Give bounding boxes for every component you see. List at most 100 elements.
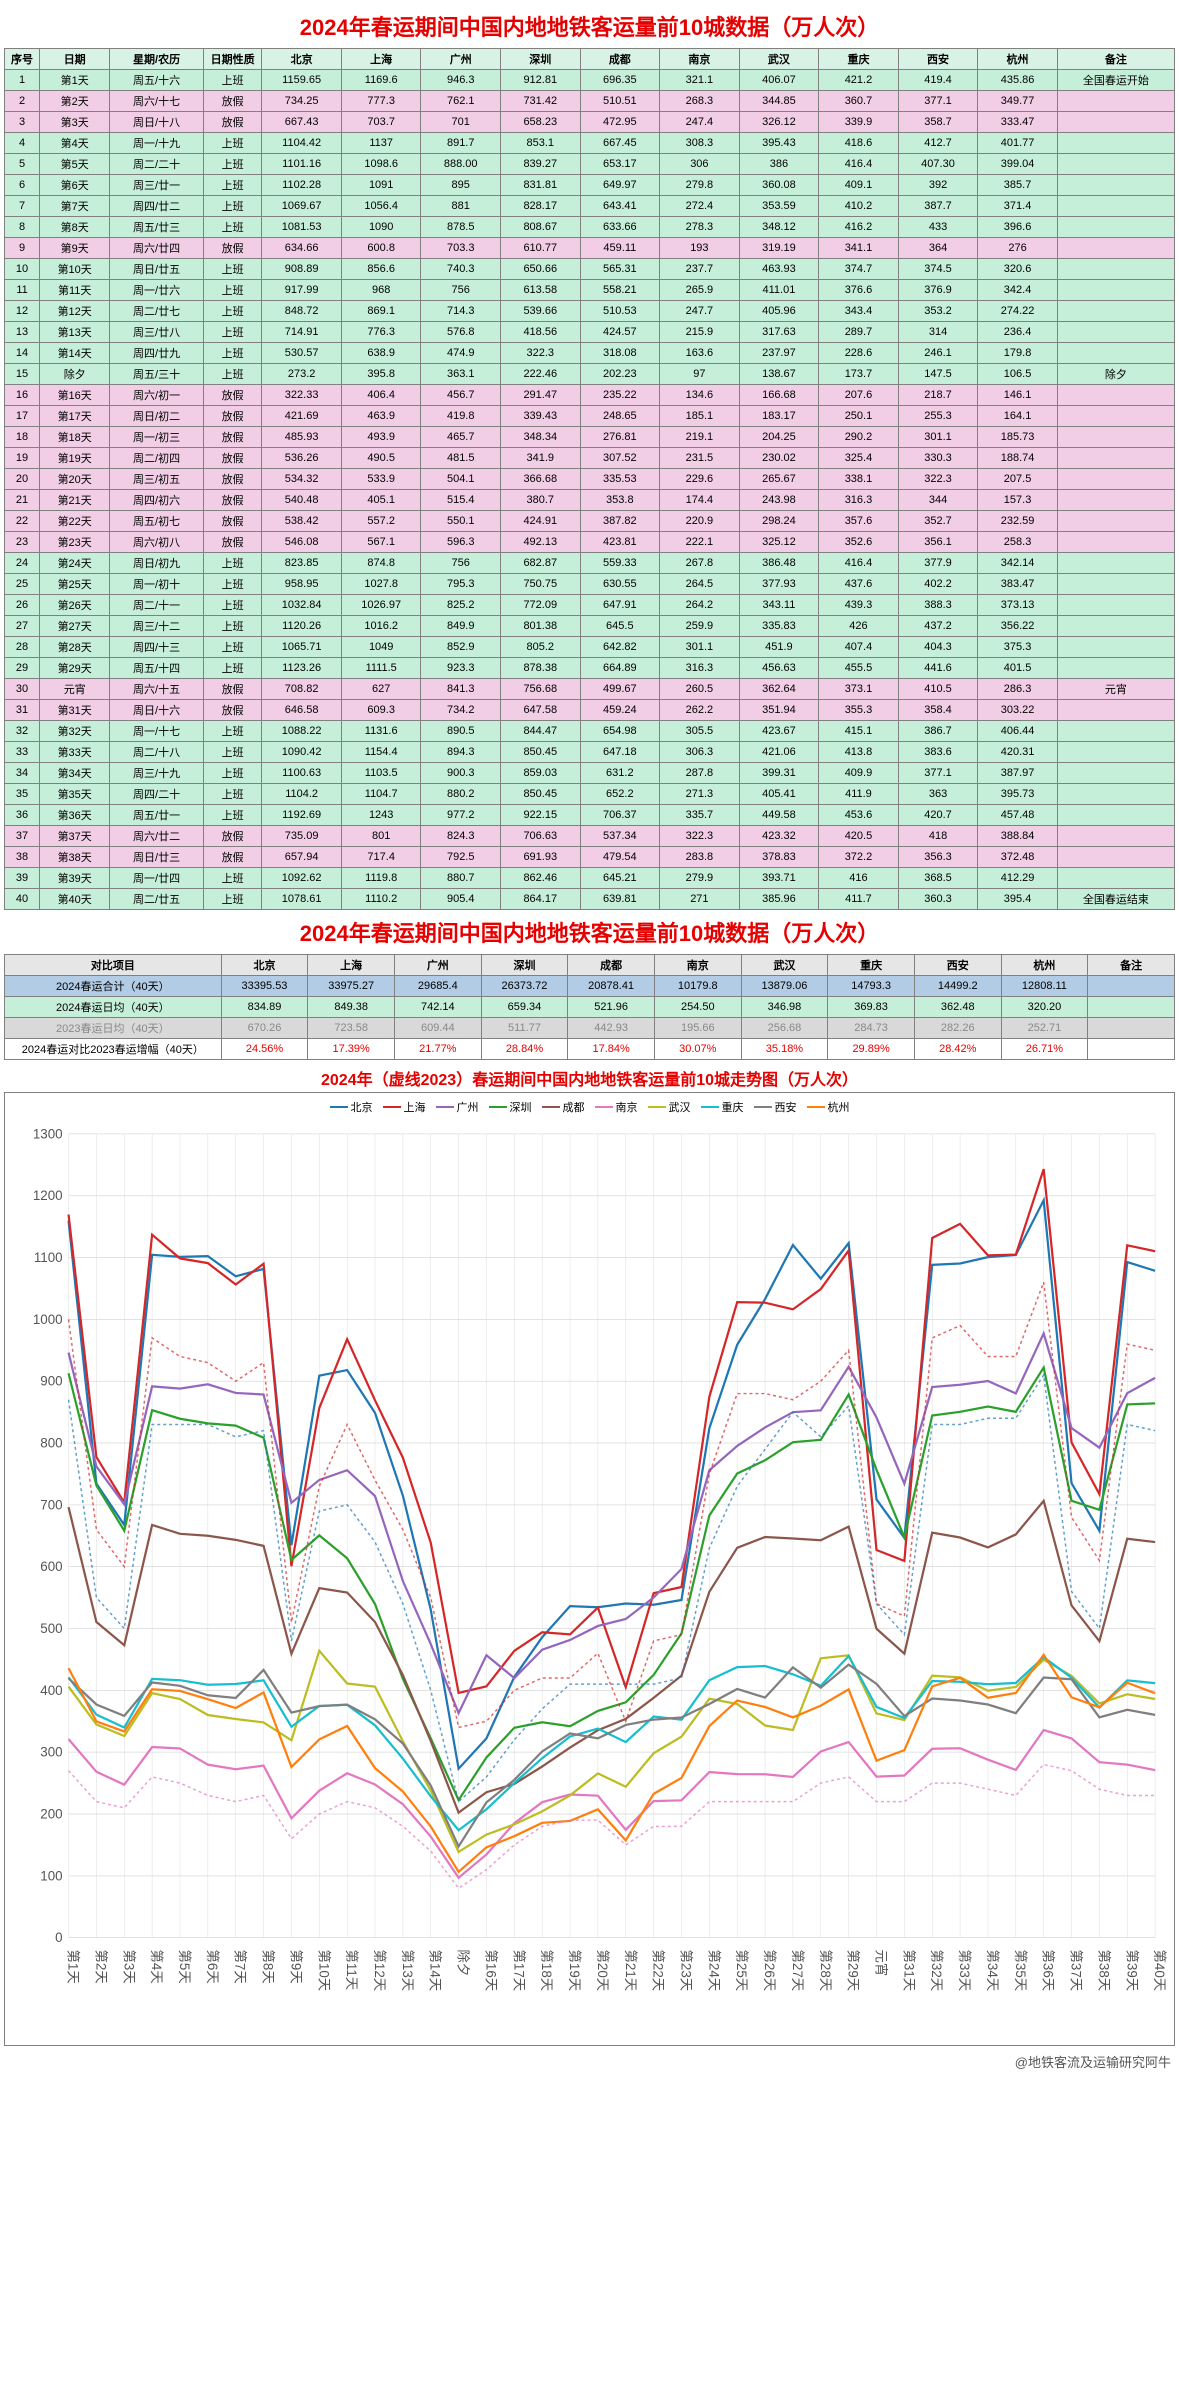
svg-text:500: 500	[40, 1621, 62, 1636]
svg-text:第28天: 第28天	[818, 1950, 834, 1992]
col-header: 南京	[660, 49, 740, 70]
table-row: 13第13天周三/廿八上班714.91776.3576.8418.56424.5…	[5, 322, 1175, 343]
svg-text:第2天: 第2天	[93, 1950, 109, 1984]
table-row: 8第8天周五/廿三上班1081.531090878.5808.67633.662…	[5, 217, 1175, 238]
table-row: 20第20天周三/初五放假534.32533.9504.1366.68335.5…	[5, 469, 1175, 490]
legend-item: 西安	[754, 1099, 797, 1115]
col-header: 备注	[1057, 49, 1174, 70]
table-row: 6第6天周三/廿一上班1102.281091895831.81649.97279…	[5, 175, 1175, 196]
svg-text:0: 0	[55, 1930, 62, 1945]
svg-text:元宵: 元宵	[874, 1950, 890, 1977]
summary-row: 2024春运日均（40天）834.89849.38742.14659.34521…	[5, 997, 1175, 1018]
svg-text:1300: 1300	[33, 1126, 63, 1141]
table-row: 4第4天周一/十九上班1104.421137891.7853.1667.4530…	[5, 133, 1175, 154]
col-header: 序号	[5, 49, 40, 70]
svg-text:第12天: 第12天	[372, 1950, 388, 1992]
svg-text:900: 900	[40, 1374, 62, 1389]
col-header: 日期性质	[203, 49, 261, 70]
table-row: 36第36天周五/廿一上班1192.691243977.2922.15706.3…	[5, 805, 1175, 826]
svg-text:第24天: 第24天	[706, 1950, 722, 1992]
table-row: 38第38天周日/廿三放假657.94717.4792.5691.93479.5…	[5, 847, 1175, 868]
col-header: 深圳	[501, 49, 581, 70]
col-header: 广州	[421, 49, 501, 70]
svg-text:第10天: 第10天	[316, 1950, 332, 1992]
table-row: 35第35天周四/二十上班1104.21104.7880.2850.45652.…	[5, 784, 1175, 805]
svg-text:第40天: 第40天	[1152, 1950, 1168, 1992]
legend-item: 南京	[595, 1099, 638, 1115]
table-row: 27第27天周三/十二上班1120.261016.2849.9801.38645…	[5, 616, 1175, 637]
line-chart: 0100200300400500600700800900100011001200…	[9, 1119, 1170, 2042]
svg-text:第22天: 第22天	[651, 1950, 667, 1992]
table-row: 7第7天周四/廿二上班1069.671056.4881828.17643.412…	[5, 196, 1175, 217]
table-row: 24第24天周日/初九上班823.85874.8756682.87559.332…	[5, 553, 1175, 574]
svg-text:第6天: 第6天	[205, 1950, 221, 1984]
table-row: 2第2天周六/十七放假734.25777.3762.1731.42510.512…	[5, 91, 1175, 112]
table-row: 17第17天周日/初二放假421.69463.9419.8339.43248.6…	[5, 406, 1175, 427]
col-header: 西安	[898, 49, 978, 70]
summary-row: 2023春运日均（40天）670.26723.58609.44511.77442…	[5, 1018, 1175, 1039]
table-row: 23第23天周六/初八放假546.08567.1596.3492.13423.8…	[5, 532, 1175, 553]
legend-item: 成都	[542, 1099, 585, 1115]
chart-title: 2024年（虚线2023）春运期间中国内地地铁客运量前10城走势图（万人次）	[4, 1060, 1175, 1092]
main-title: 2024年春运期间中国内地地铁客运量前10城数据（万人次）	[4, 4, 1175, 48]
svg-text:第31天: 第31天	[901, 1950, 917, 1992]
svg-text:第38天: 第38天	[1096, 1950, 1112, 1992]
table-row: 26第26天周二/十一上班1032.841026.97825.2772.0964…	[5, 595, 1175, 616]
svg-text:1200: 1200	[33, 1188, 63, 1203]
chart-container: 北京上海广州深圳成都南京武汉重庆西安杭州 0100200300400500600…	[4, 1092, 1175, 2046]
summary-row: 2024春运合计（40天）33395.5333975.2729685.42637…	[5, 976, 1175, 997]
legend-item: 重庆	[701, 1099, 744, 1115]
summary-title: 2024年春运期间中国内地地铁客运量前10城数据（万人次）	[4, 910, 1175, 954]
table-row: 14第14天周四/廿九上班530.57638.9474.9322.3318.08…	[5, 343, 1175, 364]
summary-table: 对比项目北京上海广州深圳成都南京武汉重庆西安杭州备注 2024春运合计（40天）…	[4, 954, 1175, 1060]
table-row: 22第22天周五/初七放假538.42557.2550.1424.91387.8…	[5, 511, 1175, 532]
svg-text:第3天: 第3天	[121, 1950, 137, 1984]
svg-text:200: 200	[40, 1806, 62, 1821]
table-row: 11第11天周一/廿六上班917.99968756613.58558.21265…	[5, 280, 1175, 301]
svg-text:第39天: 第39天	[1124, 1950, 1140, 1992]
table-row: 15除夕周五/三十上班273.2395.8363.1222.46202.2397…	[5, 364, 1175, 385]
svg-text:第26天: 第26天	[762, 1950, 778, 1992]
table-row: 40第40天周二/廿五上班1078.611110.2905.4864.17639…	[5, 889, 1175, 910]
svg-text:300: 300	[40, 1745, 62, 1760]
svg-text:第25天: 第25天	[734, 1950, 750, 1992]
table-row: 1第1天周五/十六上班1159.651169.6946.3912.81696.3…	[5, 70, 1175, 91]
svg-text:第35天: 第35天	[1013, 1950, 1029, 1992]
svg-text:除夕: 除夕	[456, 1950, 471, 1977]
col-header: 上海	[341, 49, 421, 70]
svg-text:第18天: 第18天	[539, 1950, 555, 1992]
summary-row: 2024春运对比2023春运增幅（40天）24.56%17.39%21.77%2…	[5, 1039, 1175, 1060]
svg-text:第34天: 第34天	[985, 1950, 1001, 1992]
legend-item: 杭州	[807, 1099, 850, 1115]
table-row: 19第19天周二/初四放假536.26490.5481.5341.9307.52…	[5, 448, 1175, 469]
legend: 北京上海广州深圳成都南京武汉重庆西安杭州	[9, 1097, 1170, 1119]
table-row: 18第18天周一/初三放假485.93493.9465.7348.34276.8…	[5, 427, 1175, 448]
table-row: 37第37天周六/廿二放假735.09801824.3706.63537.343…	[5, 826, 1175, 847]
svg-text:第20天: 第20天	[595, 1950, 611, 1992]
footer: @地铁客流及运输研究阿牛	[4, 2046, 1175, 2077]
svg-text:第16天: 第16天	[483, 1950, 499, 1992]
col-header: 杭州	[978, 49, 1058, 70]
svg-text:第13天: 第13天	[400, 1950, 416, 1992]
svg-text:第29天: 第29天	[846, 1950, 862, 1992]
legend-item: 广州	[436, 1099, 479, 1115]
legend-item: 上海	[383, 1099, 426, 1115]
table-row: 29第29天周五/十四上班1123.261111.5923.3878.38664…	[5, 658, 1175, 679]
table-row: 33第33天周二/十八上班1090.421154.4894.3850.45647…	[5, 742, 1175, 763]
svg-text:第11天: 第11天	[344, 1950, 360, 1991]
table-row: 21第21天周四/初六放假540.48405.1515.4380.7353.81…	[5, 490, 1175, 511]
table-row: 9第9天周六/廿四放假634.66600.8703.3610.77459.111…	[5, 238, 1175, 259]
table-row: 30元宵周六/十五放假708.82627841.3756.68499.67260…	[5, 679, 1175, 700]
svg-text:第37天: 第37天	[1069, 1950, 1085, 1992]
table-row: 39第39天周一/廿四上班1092.621119.8880.7862.46645…	[5, 868, 1175, 889]
col-header: 北京	[262, 49, 342, 70]
svg-text:600: 600	[40, 1559, 62, 1574]
svg-text:第27天: 第27天	[790, 1950, 806, 1992]
svg-text:第5天: 第5天	[177, 1950, 193, 1984]
table-row: 31第31天周日/十六放假646.58609.3734.2647.58459.2…	[5, 700, 1175, 721]
svg-text:第32天: 第32天	[929, 1950, 945, 1992]
svg-text:第1天: 第1天	[66, 1950, 82, 1984]
svg-text:第9天: 第9天	[288, 1950, 304, 1984]
svg-text:1000: 1000	[33, 1312, 63, 1327]
svg-text:第33天: 第33天	[957, 1950, 973, 1992]
